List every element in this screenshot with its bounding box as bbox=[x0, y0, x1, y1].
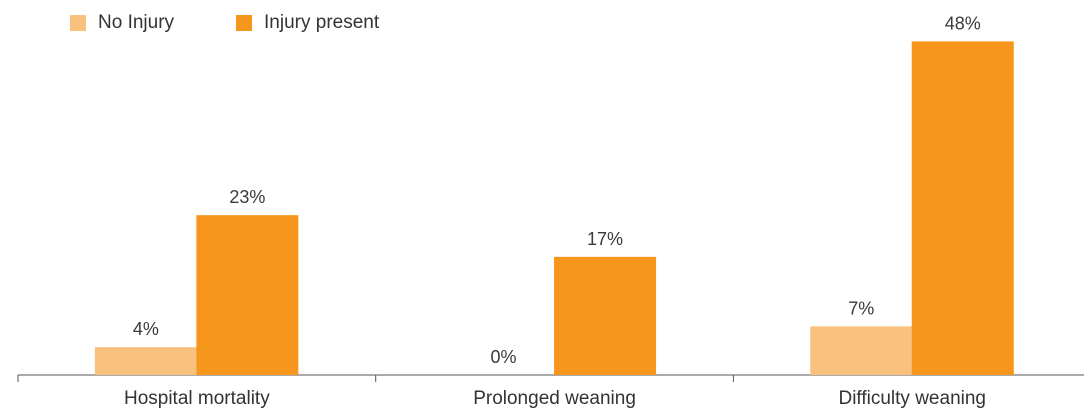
legend-item-no-injury: No Injury bbox=[70, 12, 174, 34]
data-label-injury-present: 17% bbox=[587, 229, 623, 249]
bar-no-injury bbox=[810, 326, 913, 375]
legend-swatch-no-injury bbox=[70, 15, 86, 31]
legend-label-no-injury: No Injury bbox=[98, 12, 175, 33]
bar-no-injury bbox=[94, 347, 197, 375]
data-label-no-injury: 7% bbox=[848, 298, 874, 318]
x-tick-label: Difficulty weaning bbox=[838, 388, 986, 409]
data-label-no-injury: 4% bbox=[133, 319, 159, 339]
legend-swatch-injury-present bbox=[236, 15, 253, 31]
chart-legend: No Injury Injury present bbox=[70, 12, 441, 34]
x-tick-label: Hospital mortality bbox=[124, 388, 270, 409]
legend-label-injury-present: Injury present bbox=[264, 12, 380, 33]
bar-injury-present bbox=[911, 41, 1014, 376]
bar-injury-present bbox=[196, 215, 299, 375]
data-label-injury-present: 23% bbox=[229, 187, 265, 207]
data-label-injury-present: 48% bbox=[945, 13, 981, 33]
legend-item-injury-present: Injury present bbox=[236, 12, 379, 34]
bar-injury-present bbox=[554, 256, 657, 375]
x-tick-label: Prolonged weaning bbox=[473, 388, 636, 409]
data-label-no-injury: 0% bbox=[491, 347, 517, 367]
